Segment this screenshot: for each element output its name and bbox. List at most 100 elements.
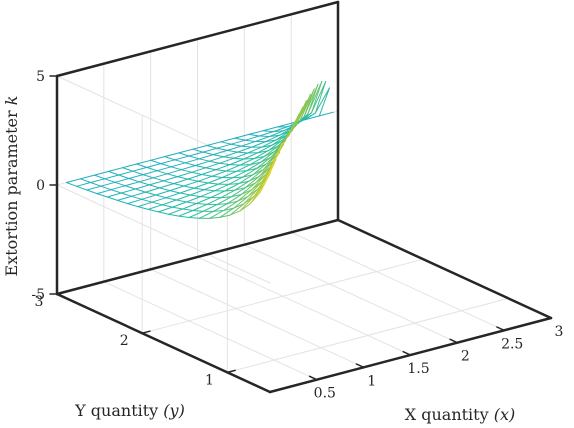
mesh-segment (150, 156, 166, 161)
mesh-segment (168, 213, 180, 217)
mesh-segment (304, 112, 316, 121)
mesh-segment (127, 198, 143, 205)
mesh-segment (94, 174, 106, 180)
mesh-segment (141, 198, 153, 203)
mesh-segment (235, 170, 247, 172)
mesh-segment (224, 183, 240, 192)
mesh-segment (314, 87, 330, 114)
mesh-segment (200, 196, 212, 198)
mesh-segment (230, 193, 242, 198)
mesh-segment (263, 145, 279, 157)
axes-box (55, 0, 553, 394)
x-tick (402, 350, 412, 356)
mesh-segment (249, 161, 262, 166)
mesh-segment (318, 87, 330, 117)
mesh-segment (216, 143, 232, 149)
floor-grid-x (197, 256, 411, 356)
mesh-segment (110, 185, 126, 191)
mesh-segment (90, 182, 102, 187)
mesh-segment (201, 174, 213, 177)
mesh-segment (193, 182, 209, 189)
mesh-segment (180, 165, 196, 171)
mesh-segment (202, 204, 218, 212)
mesh-segment (157, 206, 173, 213)
x-tick-label: 1.5 (407, 361, 429, 377)
mesh-segment (233, 152, 249, 159)
tick-marks (49, 75, 552, 381)
x-tick (496, 326, 505, 332)
mesh-segment (238, 180, 250, 184)
mesh-segment (192, 148, 204, 153)
mesh-segment (179, 187, 195, 194)
mesh-segment (230, 139, 246, 145)
left-wall-grid-z (56, 184, 271, 284)
mesh-segment (178, 148, 194, 154)
mesh-segment (201, 169, 217, 175)
mesh-segment (205, 162, 221, 169)
mesh-segment (275, 130, 291, 141)
z-tick-label: -5 (31, 287, 45, 303)
mesh-segment (152, 177, 164, 182)
mesh-segment (122, 163, 138, 169)
mesh-segment (244, 135, 260, 141)
mesh-segment (79, 178, 92, 183)
mesh-segment (117, 199, 129, 205)
mesh-segment (198, 210, 214, 219)
grid-lines (56, 1, 552, 393)
mesh-segment (256, 156, 272, 169)
mesh-segment (156, 166, 172, 172)
mesh-segment (86, 185, 102, 191)
floor-grid-y (141, 258, 424, 334)
mesh-segment (239, 164, 251, 166)
mesh-segment (269, 130, 284, 137)
mesh-segment (114, 181, 126, 187)
mesh-segment (223, 151, 238, 158)
mesh-segment (166, 169, 182, 175)
mesh-segment (232, 170, 247, 179)
mesh-segment (219, 162, 231, 166)
mesh-segment (262, 130, 274, 133)
mesh-segment (226, 145, 242, 151)
mesh-segment (142, 170, 158, 176)
mesh-segment (163, 176, 178, 182)
mesh-segment (128, 178, 140, 183)
mesh-segment (219, 207, 235, 218)
mesh-segment (151, 197, 167, 203)
mesh-segment (179, 192, 191, 196)
floor-grid-x (150, 268, 365, 368)
mesh-segment (182, 208, 194, 211)
mesh-segment (165, 192, 181, 199)
mesh-segment (122, 167, 134, 172)
box-edge (55, 292, 272, 394)
mesh-segment (248, 133, 260, 137)
mesh-segment (240, 145, 253, 148)
mesh-segment (170, 162, 186, 168)
mesh-segment (136, 159, 152, 165)
floor-grid-x (243, 244, 458, 344)
mesh-segment (189, 194, 201, 198)
x-tick (355, 363, 365, 369)
mesh-segment (197, 175, 213, 182)
mesh-segment (197, 180, 209, 184)
mesh-segment (137, 206, 149, 210)
box-edge (55, 218, 340, 296)
mesh-segment (217, 177, 233, 185)
mesh-segment (247, 146, 263, 154)
mesh-segment (225, 164, 241, 172)
mesh-segment (180, 169, 193, 173)
mesh-segment (210, 190, 226, 198)
mesh-segment (114, 178, 130, 183)
mesh-segment (188, 210, 204, 218)
mesh-segment (272, 126, 288, 133)
mesh-segment (220, 137, 236, 143)
mesh-segment (183, 185, 195, 189)
mesh-segment (184, 158, 200, 164)
mesh-segment (147, 204, 163, 210)
mesh-segment (117, 195, 132, 201)
mesh-segment (138, 177, 154, 183)
mesh-segment (187, 174, 203, 180)
mesh-segment (257, 150, 269, 154)
y-tick (56, 291, 66, 295)
